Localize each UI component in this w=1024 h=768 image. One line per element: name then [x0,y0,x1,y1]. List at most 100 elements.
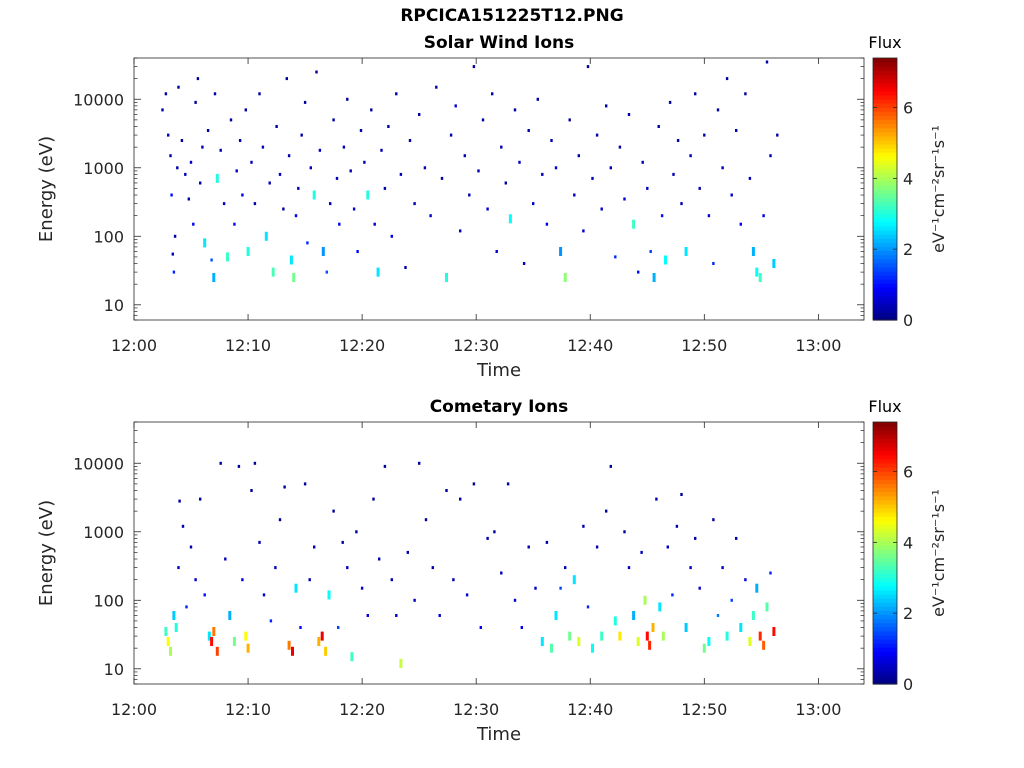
data-cell [241,578,244,582]
data-cell [370,108,373,112]
colorbar-segment [873,315,897,321]
data-cell [735,129,738,132]
data-cell [632,611,636,620]
data-cell [387,125,390,128]
y-tick-label: 1000 [83,159,124,178]
data-cell [652,273,656,282]
data-cell [258,540,261,544]
data-cell [600,207,603,211]
data-cell [636,637,640,646]
data-cell [645,631,649,641]
data-cell [550,139,553,142]
colorbar-tick-label: 0 [903,675,913,694]
colorbar-segment [873,221,897,227]
colorbar-segment [873,479,897,484]
colorbar-segment [873,86,897,92]
colorbar-segment [873,266,897,272]
plot-area [134,58,864,320]
data-cell [527,129,530,132]
colorbar-segment [873,119,897,125]
data-cell [463,154,466,158]
colorbar-segment [873,679,897,685]
colorbar-segment [873,557,897,562]
colorbar-segment [873,561,897,566]
x-tick-label: 12:30 [453,700,499,719]
data-cell [320,631,324,641]
data-cell [504,181,507,185]
data-cell [222,202,226,206]
data-cell [173,234,177,238]
colorbar-segment [873,270,897,276]
data-cell [716,614,720,617]
colorbar-segment [873,659,897,665]
data-cell [325,270,328,274]
data-cell [283,485,286,489]
data-cell [643,595,647,605]
data-cell [527,545,530,549]
data-cell [390,578,393,582]
data-cell [189,160,193,164]
colorbar-segment [873,532,897,538]
data-cell [342,145,346,149]
data-cell [755,267,759,277]
colorbar-segment [873,311,897,317]
colorbar-segment [873,540,897,546]
y-tick-label: 10000 [73,90,124,109]
colorbar-segment [873,262,897,268]
data-cell [329,202,332,206]
data-cell [253,202,257,206]
data-cell [694,92,697,96]
data-cell [224,557,227,561]
x-tick-label: 12:00 [111,336,157,355]
figure-title: RPCICA151225T12.PNG [400,6,624,26]
data-cell [522,262,526,265]
colorbar-segment [873,458,897,464]
colorbar-segment [873,111,897,116]
data-cell [751,247,755,256]
data-cell [269,619,273,623]
data-cell [210,258,213,262]
data-cell [244,108,247,112]
data-cell [513,108,517,112]
data-cell [500,571,503,575]
colorbar-segment [873,172,897,178]
data-cell [532,202,535,206]
colorbar-segment [873,115,897,120]
data-cell [676,139,680,142]
data-cell [287,640,291,650]
data-cell [595,545,599,549]
colorbar-segment [873,475,897,480]
data-cell [698,586,701,590]
data-cell [338,222,341,226]
data-cell [765,602,769,612]
data-cell [739,222,742,226]
colorbar-segment [873,143,897,149]
colorbar-segment [873,581,897,587]
data-cell [725,77,729,81]
data-cell [657,125,660,128]
data-cell [169,154,172,158]
colorbar-segment [873,201,897,206]
colorbar-tick-label: 6 [903,99,913,118]
data-cell [623,197,626,201]
x-tick-label: 13:00 [795,700,841,719]
colorbar-segment [873,651,897,656]
colorbar-segment [873,164,897,170]
data-cell [309,166,312,170]
data-cell [308,578,311,582]
colorbar-segment [873,610,897,615]
colorbar-segment [873,291,897,297]
data-cell [684,623,688,632]
data-cell [355,530,358,534]
data-cell [297,186,300,190]
colorbar-segment [873,131,897,137]
data-cell [324,646,328,656]
data-cell [274,566,277,570]
data-cell [518,160,521,164]
data-cell [666,545,669,549]
data-cell [366,614,369,617]
data-cell [238,139,242,142]
data-cell [564,566,567,570]
data-cell [360,586,364,590]
data-cell [739,623,743,632]
